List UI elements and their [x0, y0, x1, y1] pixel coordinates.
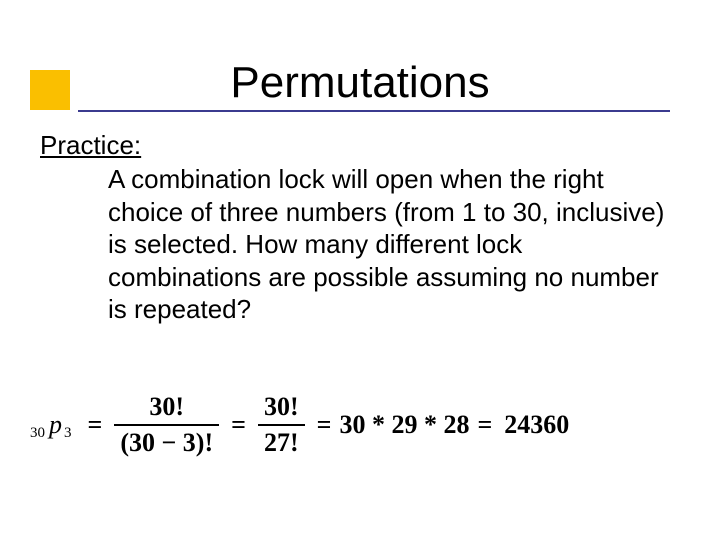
slide-title: Permutations — [30, 58, 690, 108]
slide-container: Permutations Practice: A combination loc… — [0, 0, 720, 540]
equals-4: = — [477, 410, 492, 440]
formula-symbol: p — [49, 410, 62, 440]
formula-r: 3 — [64, 425, 72, 442]
fraction-2: 30! 27! — [258, 392, 305, 458]
body-area: Practice: A combination lock will open w… — [0, 112, 720, 326]
problem-text: A combination lock will open when the ri… — [40, 163, 680, 326]
fraction-1: 30! (30 − 3)! — [114, 392, 219, 458]
equals-1: = — [88, 410, 103, 440]
formula-result: 24360 — [504, 410, 569, 440]
title-area: Permutations — [0, 0, 720, 112]
title-underline — [78, 110, 670, 112]
equals-3: = — [317, 410, 332, 440]
practice-label: Practice: — [40, 130, 680, 161]
frac2-denominator: 27! — [258, 424, 305, 458]
formula-product: 30 * 29 * 28 — [339, 410, 469, 440]
formula-n: 30 — [30, 425, 45, 442]
frac1-denominator: (30 − 3)! — [114, 424, 219, 458]
frac2-numerator: 30! — [258, 392, 305, 424]
equals-2: = — [231, 410, 246, 440]
frac1-numerator: 30! — [143, 392, 190, 424]
formula: 30 p 3 = 30! (30 − 3)! = 30! 27! = 30 * … — [30, 392, 569, 458]
